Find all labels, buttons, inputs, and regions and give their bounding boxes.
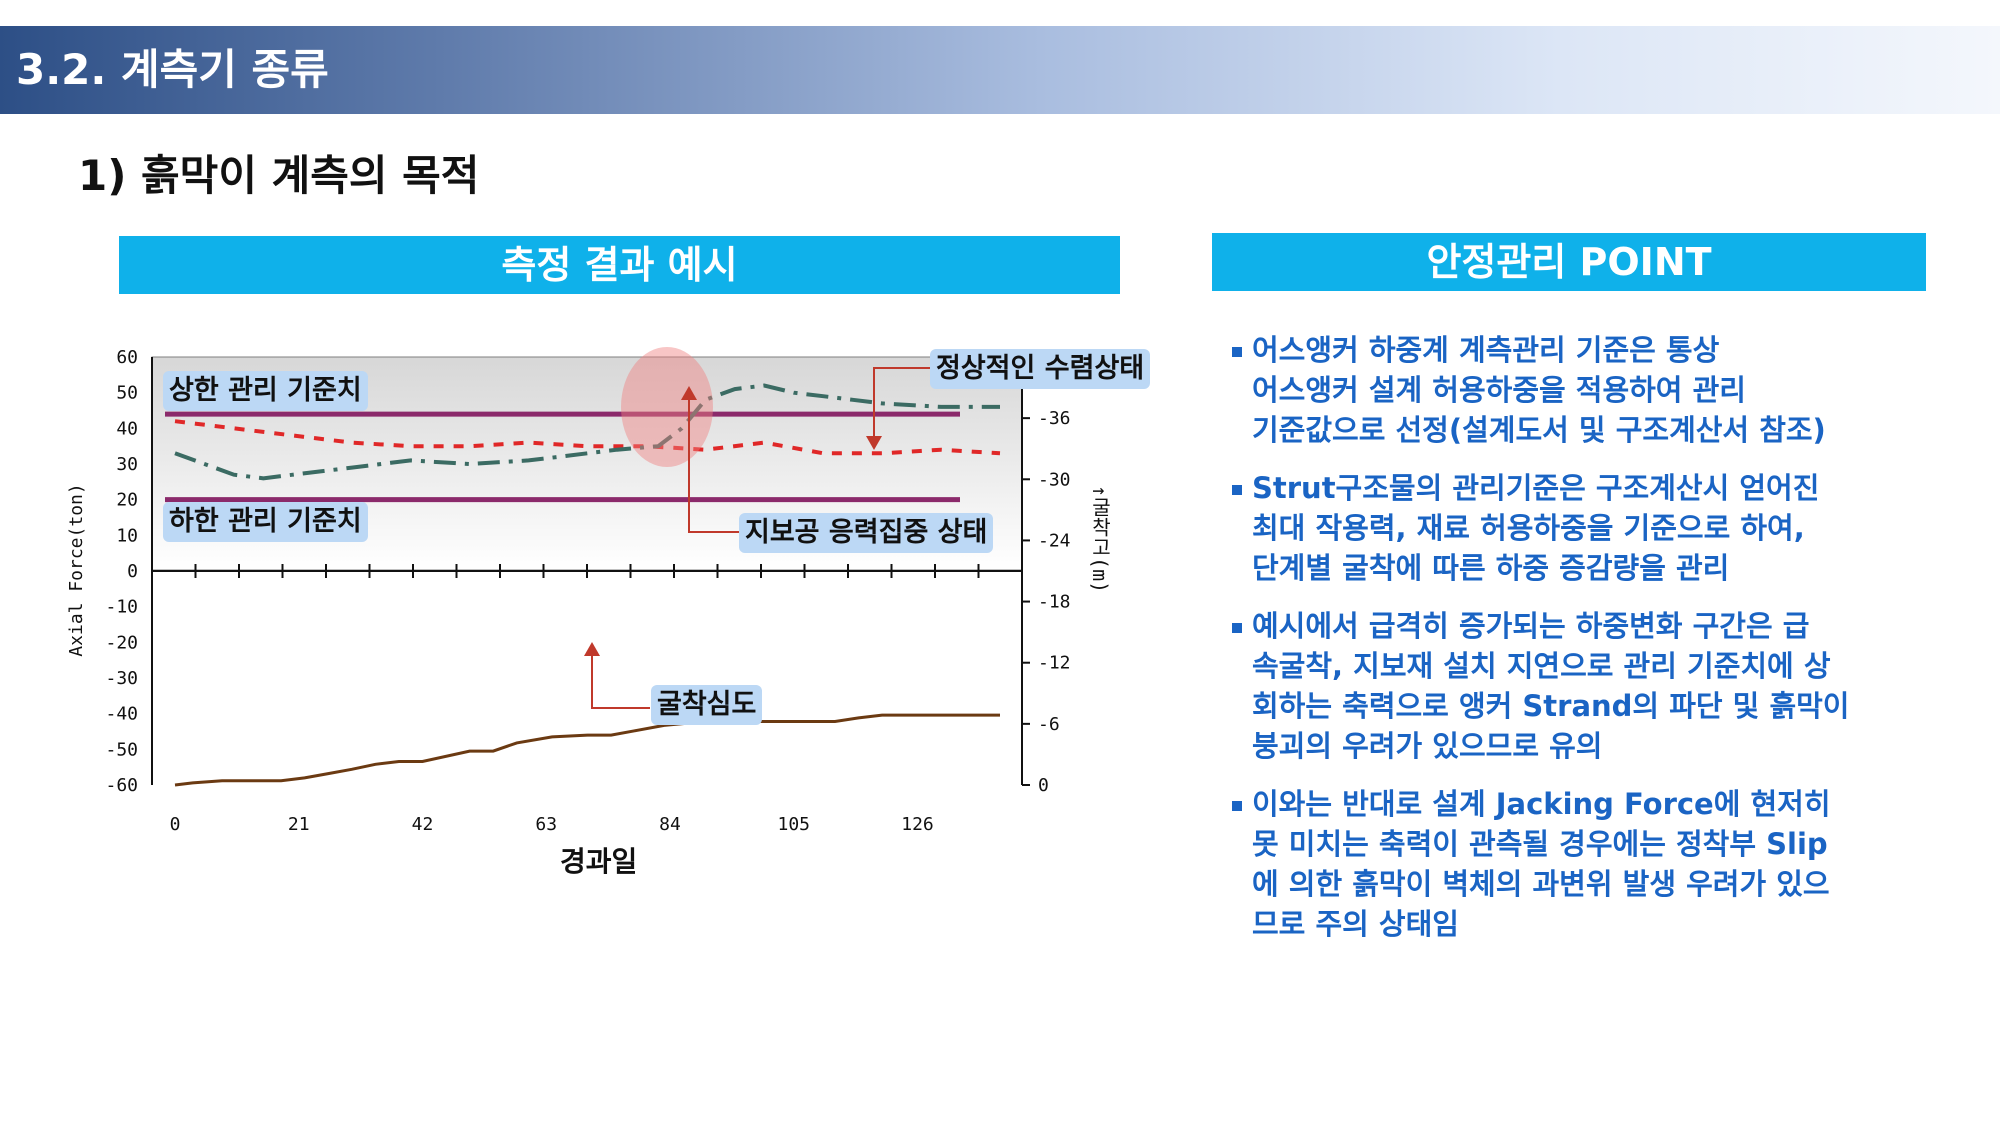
y-tick-label: -50 [105,739,138,760]
y-tick-label: -20 [105,632,138,653]
bullet-icon [1232,347,1242,357]
converge-arrowhead [866,436,882,450]
point-text: Strut구조물의 관리기준은 구조계산시 얻어진 최대 작용력, 재료 허용하… [1252,471,1820,585]
point-text: 예시에서 급격히 증가되는 하중변화 구간은 급 속굴착, 지보재 설치 지연으… [1252,609,1850,763]
list-item: 이와는 반대로 설계 Jacking Force에 현저히 못 미치는 축력이 … [1232,784,1932,944]
support-stress-label: 지보공 응력집중 상태 [739,513,994,553]
y2-tick-label: -36 [1038,408,1071,429]
y-tick-label: 50 [116,383,138,404]
left-panel-heading: 측정 결과 예시 [119,236,1120,294]
x-tick-label: 21 [288,814,310,835]
stability-points-list: 어스앵커 하중계 계측관리 기준은 통상 어스앵커 설계 허용하중을 적용하여 … [1232,330,1932,962]
x-tick-label: 42 [412,814,434,835]
y2-tick-label: -6 [1038,714,1060,735]
x-tick-label: 0 [170,814,181,835]
header-bar: 3.2. 계측기 종류 [0,26,2000,114]
y-tick-label: -40 [105,704,138,725]
y-tick-label: 60 [116,347,138,368]
depth-arrow [591,648,650,709]
point-text: 어스앵커 하중계 계측관리 기준은 통상 어스앵커 설계 허용하중을 적용하여 … [1252,333,1826,447]
green-dashdot-series [174,383,1000,481]
bullet-icon [1232,801,1242,811]
upper-limit-label: 상한 관리 기준치 [163,371,368,411]
section-title: 3.2. 계측기 종류 [16,45,329,94]
excavation-depth-label: 굴착심도 [651,685,763,725]
point-text: 이와는 반대로 설계 Jacking Force에 현저히 못 미치는 축력이 … [1252,787,1831,941]
x-tick-label: 105 [777,814,810,835]
x-tick-label: 126 [901,814,934,835]
list-item: 예시에서 급격히 증가되는 하중변화 구간은 급 속굴착, 지보재 설치 지연으… [1232,606,1932,766]
axial-force-chart: 6050403020100-10-20-30-40-50-60-42-36-30… [66,347,1112,835]
y2-tick-label: -12 [1038,653,1071,674]
y2-tick-label: -24 [1038,530,1071,551]
y-axis-label: Axial Force(ton) [66,483,87,656]
y-tick-label: -10 [105,597,138,618]
y-tick-label: 0 [127,561,138,582]
converge-arrow [873,367,935,444]
y-tick-label: 20 [116,490,138,511]
y-tick-label: 30 [116,454,138,475]
lower-limit-label: 하한 관리 기준치 [163,502,368,542]
y2-tick-label: 0 [1038,775,1049,796]
y-tick-label: 10 [116,525,138,546]
bullet-icon [1232,623,1242,633]
normal-convergence-label: 정상적인 수렴상태 [930,349,1151,389]
y2-axis-label: ↑굴착고(m) [1088,485,1112,593]
y2-tick-label: -30 [1038,469,1071,490]
stress-arrowhead [681,386,697,400]
right-panel-heading: 안정관리 POINT [1212,233,1926,291]
y-tick-label: -30 [105,668,138,689]
excavation-depth-series [174,713,1000,787]
y-tick-label: -60 [105,775,138,796]
bullet-icon [1232,485,1242,495]
y-tick-label: 40 [116,418,138,439]
x-axis-label: 경과일 [560,845,638,878]
stress-arrow [688,392,740,533]
x-tick-label: 84 [659,814,681,835]
y2-tick-label: -18 [1038,592,1071,613]
depth-arrowhead [584,642,600,656]
stress-concentration-highlight [621,347,713,467]
page-subtitle: 1) 흙막이 계측의 목적 [78,151,480,200]
x-tick-label: 63 [535,814,557,835]
list-item: Strut구조물의 관리기준은 구조계산시 얻어진 최대 작용력, 재료 허용하… [1232,468,1932,588]
list-item: 어스앵커 하중계 계측관리 기준은 통상 어스앵커 설계 허용하중을 적용하여 … [1232,330,1932,450]
